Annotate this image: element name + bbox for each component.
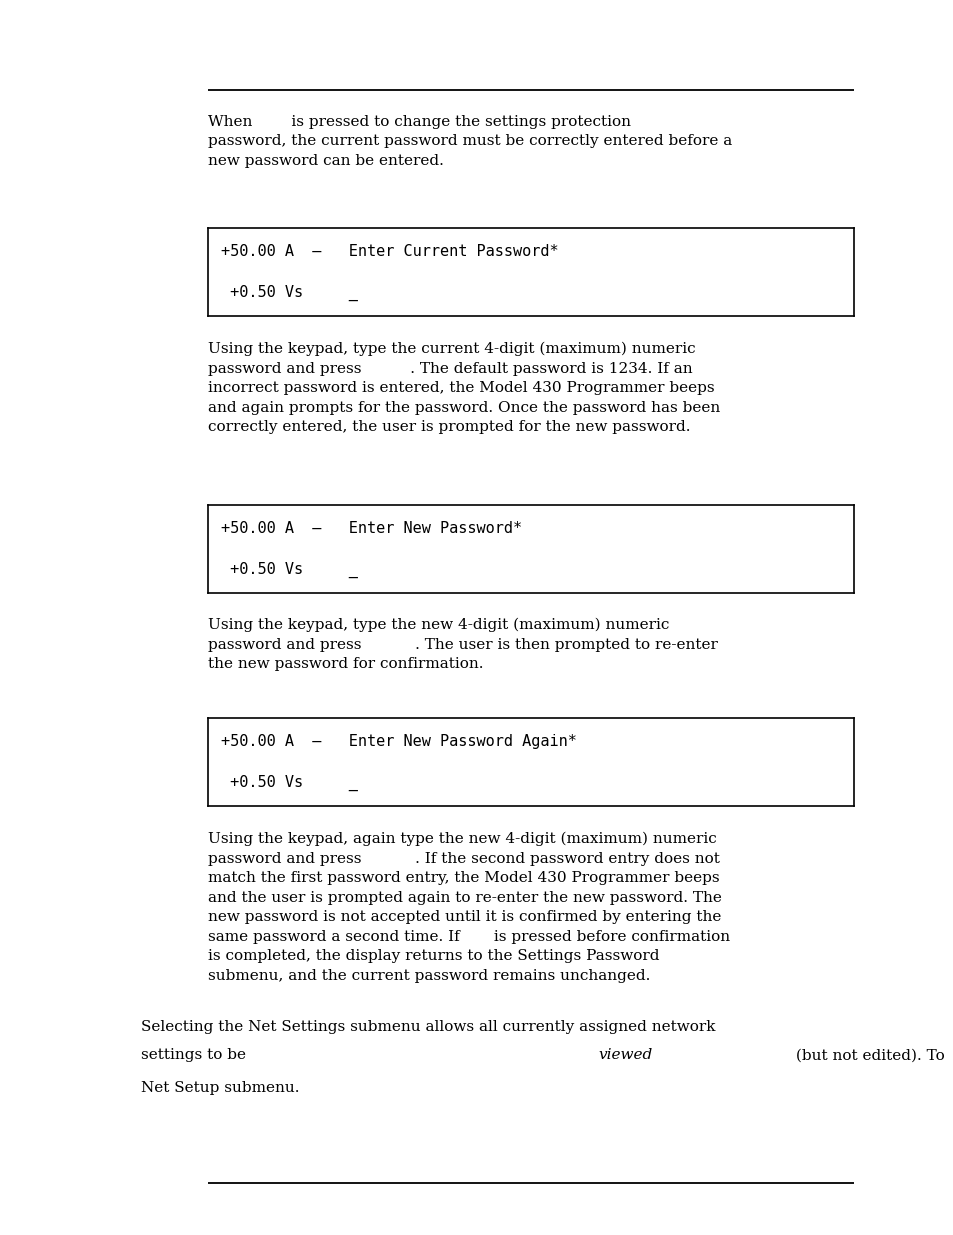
Text: Using the keypad, again type the new 4-digit (maximum) numeric
password and pres: Using the keypad, again type the new 4-d… bbox=[208, 832, 729, 983]
Text: Using the keypad, type the current 4-digit (maximum) numeric
password and press : Using the keypad, type the current 4-dig… bbox=[208, 342, 720, 435]
Text: (but not edited). To: (but not edited). To bbox=[791, 1049, 949, 1062]
Text: When        is pressed to change the settings protection
password, the current p: When is pressed to change the settings p… bbox=[208, 115, 732, 168]
Text: viewed: viewed bbox=[598, 1049, 652, 1062]
Text: Selecting the Net Settings submenu allows all currently assigned network: Selecting the Net Settings submenu allow… bbox=[141, 1020, 715, 1034]
Text: Net Setup submenu.: Net Setup submenu. bbox=[141, 1081, 299, 1094]
Text: +50.00 A  –   Enter New Password Again*: +50.00 A – Enter New Password Again* bbox=[221, 734, 577, 748]
Text: Using the keypad, type the new 4-digit (maximum) numeric
password and press     : Using the keypad, type the new 4-digit (… bbox=[208, 618, 717, 672]
Text: +0.50 Vs     _: +0.50 Vs _ bbox=[221, 285, 357, 301]
Text: +0.50 Vs     _: +0.50 Vs _ bbox=[221, 776, 357, 792]
Text: settings to be: settings to be bbox=[141, 1049, 251, 1062]
Text: +0.50 Vs     _: +0.50 Vs _ bbox=[221, 562, 357, 578]
Text: +50.00 A  –   Enter New Password*: +50.00 A – Enter New Password* bbox=[221, 521, 521, 536]
Text: +50.00 A  –   Enter Current Password*: +50.00 A – Enter Current Password* bbox=[221, 243, 558, 259]
